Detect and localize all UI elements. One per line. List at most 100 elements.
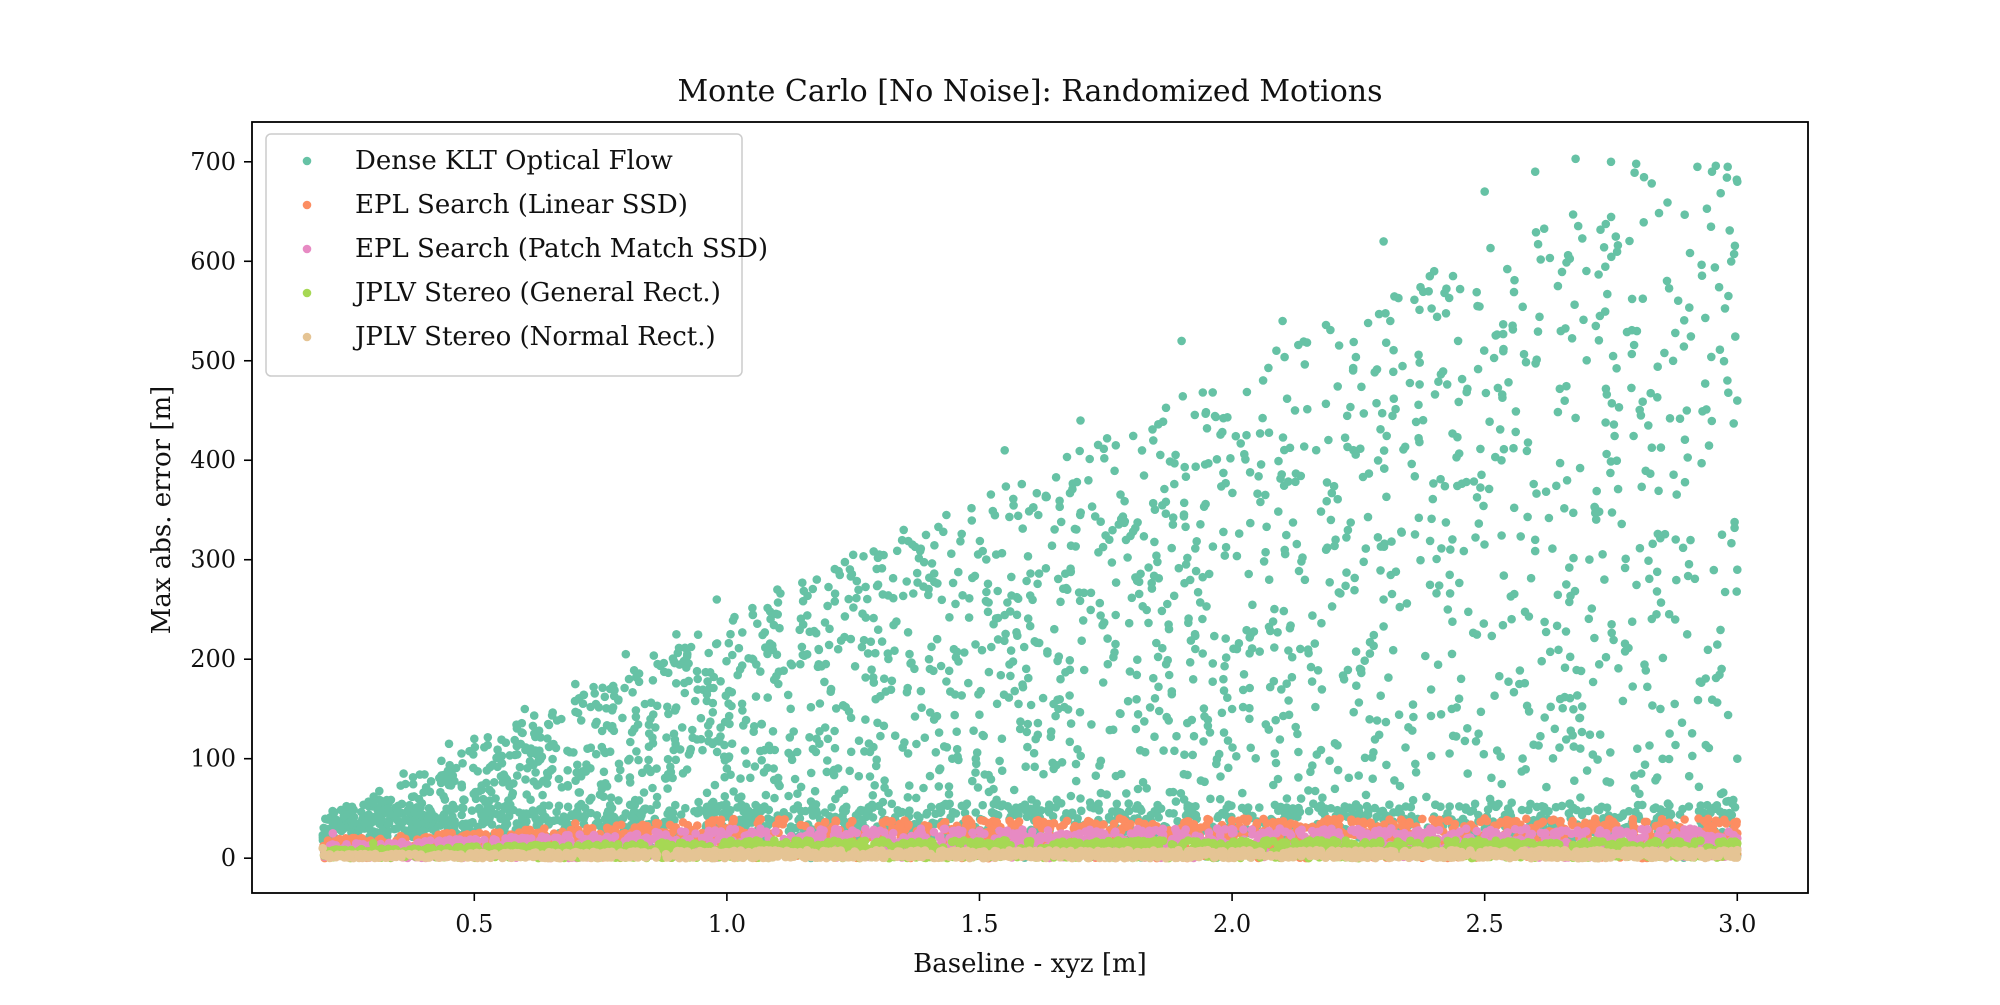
data-point — [1144, 618, 1153, 628]
data-point — [1597, 802, 1606, 812]
data-point — [925, 708, 935, 717]
data-point — [892, 617, 901, 626]
data-point — [606, 793, 616, 802]
data-point — [1066, 791, 1076, 801]
data-point — [1017, 479, 1027, 489]
data-point — [831, 817, 841, 826]
data-point — [587, 793, 596, 803]
data-point — [625, 800, 635, 810]
data-point — [1701, 674, 1710, 683]
data-point — [1170, 746, 1179, 756]
data-point — [1545, 647, 1555, 657]
data-point — [1111, 639, 1120, 649]
data-point — [919, 557, 929, 567]
data-point — [1555, 743, 1564, 752]
data-point — [1075, 596, 1085, 606]
data-point — [902, 687, 912, 697]
data-point — [1404, 723, 1413, 732]
data-point — [1093, 440, 1103, 450]
data-point — [1251, 754, 1260, 763]
data-point — [669, 745, 678, 755]
data-point — [879, 674, 889, 683]
data-point — [872, 755, 881, 764]
data-point — [1469, 477, 1479, 486]
data-point — [830, 564, 840, 574]
data-point — [1254, 472, 1263, 481]
data-point — [1098, 678, 1108, 687]
data-point — [975, 710, 984, 719]
data-point — [840, 557, 850, 567]
data-point — [1349, 707, 1358, 717]
data-point — [1379, 542, 1389, 551]
data-point — [1493, 383, 1503, 393]
data-point — [1288, 518, 1298, 527]
data-point — [1414, 350, 1423, 360]
data-point — [1715, 345, 1725, 355]
data-point — [1379, 446, 1389, 455]
data-point — [822, 767, 832, 777]
data-point — [446, 781, 456, 790]
data-point — [477, 781, 487, 790]
data-point — [887, 676, 897, 686]
data-point — [859, 552, 868, 561]
data-point — [903, 749, 913, 758]
data-point — [614, 759, 624, 769]
data-point — [1639, 218, 1648, 227]
data-point — [704, 729, 713, 739]
data-point — [861, 582, 870, 592]
data-point — [1422, 792, 1431, 802]
data-point — [1379, 237, 1388, 246]
data-point — [1374, 309, 1384, 319]
data-point — [1116, 709, 1125, 719]
data-point — [1481, 388, 1491, 398]
data-point — [1098, 620, 1107, 630]
data-point — [1126, 531, 1135, 541]
data-point — [682, 765, 692, 774]
data-point — [1293, 729, 1302, 739]
data-point — [1607, 620, 1616, 629]
data-point — [1191, 644, 1200, 654]
data-point — [1226, 454, 1235, 463]
data-point — [1001, 482, 1011, 491]
data-point — [944, 666, 954, 676]
data-point — [1013, 594, 1023, 603]
data-point — [1541, 627, 1551, 637]
data-point — [1221, 653, 1231, 662]
data-point — [1140, 717, 1149, 726]
data-point — [917, 703, 926, 712]
data-point — [899, 525, 908, 535]
data-point — [554, 774, 564, 784]
data-point — [1310, 786, 1320, 796]
data-point — [1223, 736, 1233, 745]
data-point — [1652, 773, 1662, 782]
data-point — [1333, 741, 1342, 750]
data-point — [663, 702, 672, 712]
data-point — [1291, 477, 1300, 487]
data-point — [1208, 542, 1218, 551]
data-point — [662, 733, 671, 742]
data-point — [1039, 769, 1048, 779]
data-point — [1472, 287, 1481, 297]
data-point — [408, 773, 418, 782]
data-point — [1284, 710, 1294, 720]
data-point — [458, 759, 467, 768]
data-point — [1410, 530, 1420, 539]
data-point — [1360, 656, 1369, 665]
data-point — [583, 744, 592, 753]
data-point — [738, 706, 747, 715]
data-point — [1578, 234, 1587, 243]
data-point — [450, 819, 460, 829]
data-point — [1713, 640, 1722, 649]
data-point — [1426, 685, 1436, 694]
data-point — [1576, 793, 1585, 802]
data-point — [1453, 336, 1463, 346]
data-point — [580, 811, 590, 821]
data-point — [1056, 674, 1065, 684]
data-point — [1440, 481, 1450, 491]
points-layer — [318, 154, 1742, 863]
data-point — [1649, 804, 1659, 814]
data-point — [982, 555, 991, 564]
data-point — [720, 792, 730, 801]
data-point — [1526, 573, 1536, 583]
data-point — [1219, 674, 1228, 684]
